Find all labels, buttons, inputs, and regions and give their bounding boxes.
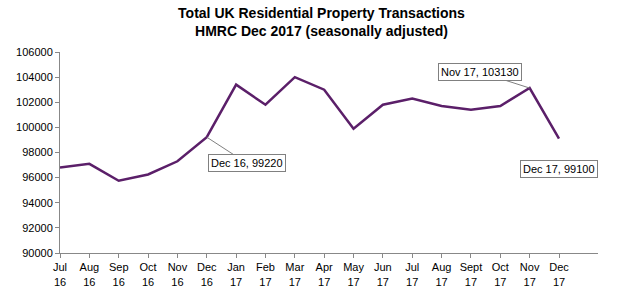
svg-text:92000: 92000 [22,222,53,234]
svg-text:Total UK Residential Property: Total UK Residential Property Transactio… [178,5,465,39]
svg-text:Feb17: Feb17 [256,261,275,287]
svg-text:Sept17: Sept17 [460,261,483,287]
svg-text:Mar17: Mar17 [285,261,304,287]
svg-text:Oct17: Oct17 [492,261,509,287]
svg-text:94000: 94000 [22,197,53,209]
svg-text:100000: 100000 [16,121,53,133]
svg-text:May17: May17 [343,261,364,287]
svg-text:Jan17: Jan17 [227,261,245,287]
svg-text:Nov16: Nov16 [168,261,188,287]
svg-text:Dec17: Dec17 [549,261,569,287]
svg-text:Jul16: Jul16 [53,261,67,287]
svg-text:90000: 90000 [22,247,53,259]
svg-text:Dec 17, 99100: Dec 17, 99100 [523,163,595,175]
svg-text:96000: 96000 [22,171,53,183]
svg-text:Jun17: Jun17 [374,261,392,287]
svg-text:102000: 102000 [16,96,53,108]
svg-text:98000: 98000 [22,146,53,158]
svg-text:Nov17: Nov17 [520,261,540,287]
svg-text:Apr17: Apr17 [316,261,333,287]
svg-text:106000: 106000 [16,46,53,58]
svg-text:Dec 16, 99220: Dec 16, 99220 [211,157,283,169]
svg-text:Aug17: Aug17 [432,261,452,287]
svg-text:Jul17: Jul17 [405,261,419,287]
svg-text:104000: 104000 [16,71,53,83]
svg-text:Oct16: Oct16 [139,261,156,287]
svg-text:Dec16: Dec16 [197,261,217,287]
svg-text:Nov 17, 103130: Nov 17, 103130 [441,66,519,78]
svg-text:Aug16: Aug16 [80,261,100,287]
svg-text:Sep16: Sep16 [109,261,129,287]
